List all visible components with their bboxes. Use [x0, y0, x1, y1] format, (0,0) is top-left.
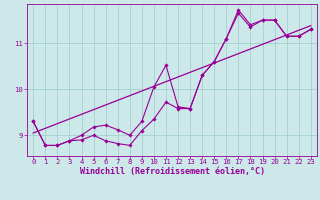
X-axis label: Windchill (Refroidissement éolien,°C): Windchill (Refroidissement éolien,°C): [79, 167, 265, 176]
